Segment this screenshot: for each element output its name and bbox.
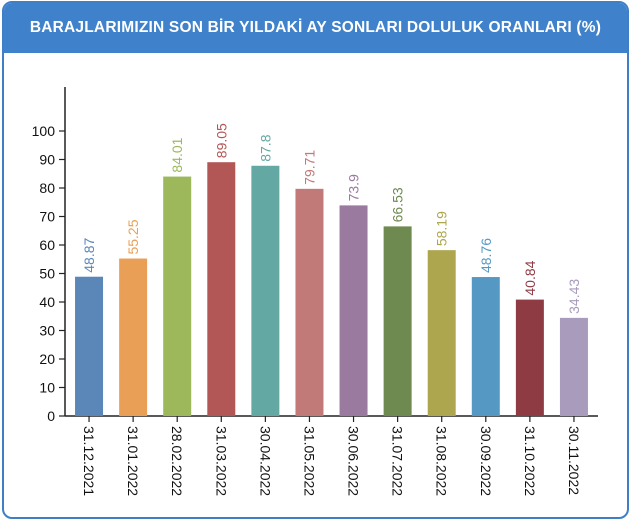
bar xyxy=(559,317,588,416)
bar xyxy=(471,277,500,416)
data-label: 87.8 xyxy=(257,134,273,161)
y-tick-label: 40 xyxy=(39,294,55,310)
bar xyxy=(383,226,412,416)
y-tick-label: 50 xyxy=(39,266,55,282)
data-label: 48.87 xyxy=(81,237,97,272)
bar xyxy=(119,258,148,416)
bar xyxy=(163,176,192,416)
data-label: 48.76 xyxy=(478,238,494,273)
data-label: 34.43 xyxy=(566,279,582,314)
data-label: 58.19 xyxy=(434,211,450,246)
x-tick-label: 30.04.2022 xyxy=(257,426,273,496)
y-tick-label: 70 xyxy=(39,209,55,225)
data-label: 40.84 xyxy=(522,260,538,295)
y-tick-label: 0 xyxy=(47,408,55,424)
x-tick-label: 31.07.2022 xyxy=(390,426,406,496)
chart-card: BARAJLARIMIZIN SON BİR YILDAKİ AY SONLAR… xyxy=(2,1,629,519)
y-tick-label: 90 xyxy=(39,152,55,168)
bar xyxy=(515,299,544,416)
data-label: 55.25 xyxy=(125,219,141,254)
x-tick-label: 31.01.2022 xyxy=(125,426,141,496)
x-tick-label: 31.03.2022 xyxy=(213,426,229,496)
data-label: 66.53 xyxy=(390,187,406,222)
y-tick-label: 80 xyxy=(39,180,55,196)
y-tick-label: 20 xyxy=(39,351,55,367)
x-tick-label: 30.11.2022 xyxy=(566,426,582,495)
x-tick-label: 31.05.2022 xyxy=(301,426,317,496)
data-label: 79.71 xyxy=(301,150,317,185)
bar xyxy=(339,205,368,416)
data-label: 89.05 xyxy=(213,123,229,158)
bar xyxy=(427,250,456,416)
x-tick-label: 31.08.2022 xyxy=(434,426,450,496)
chart-header: BARAJLARIMIZIN SON BİR YILDAKİ AY SONLAR… xyxy=(4,3,627,53)
x-tick-label: 30.09.2022 xyxy=(478,426,494,496)
x-tick-label: 30.06.2022 xyxy=(346,426,362,496)
bar xyxy=(75,276,104,416)
y-tick-label: 60 xyxy=(39,237,55,253)
x-tick-label: 31.12.2021 xyxy=(81,426,97,496)
bar xyxy=(251,165,280,416)
chart-title: BARAJLARIMIZIN SON BİR YILDAKİ AY SONLAR… xyxy=(29,19,602,36)
data-label: 73.9 xyxy=(346,174,362,201)
x-tick-label: 31.10.2022 xyxy=(522,426,538,496)
y-tick-label: 30 xyxy=(39,323,55,339)
bar xyxy=(207,162,236,416)
y-tick-label: 100 xyxy=(32,123,56,139)
x-tick-label: 28.02.2022 xyxy=(169,426,185,496)
bar xyxy=(295,188,324,416)
y-tick-label: 10 xyxy=(39,380,55,396)
data-label: 84.01 xyxy=(169,137,185,172)
